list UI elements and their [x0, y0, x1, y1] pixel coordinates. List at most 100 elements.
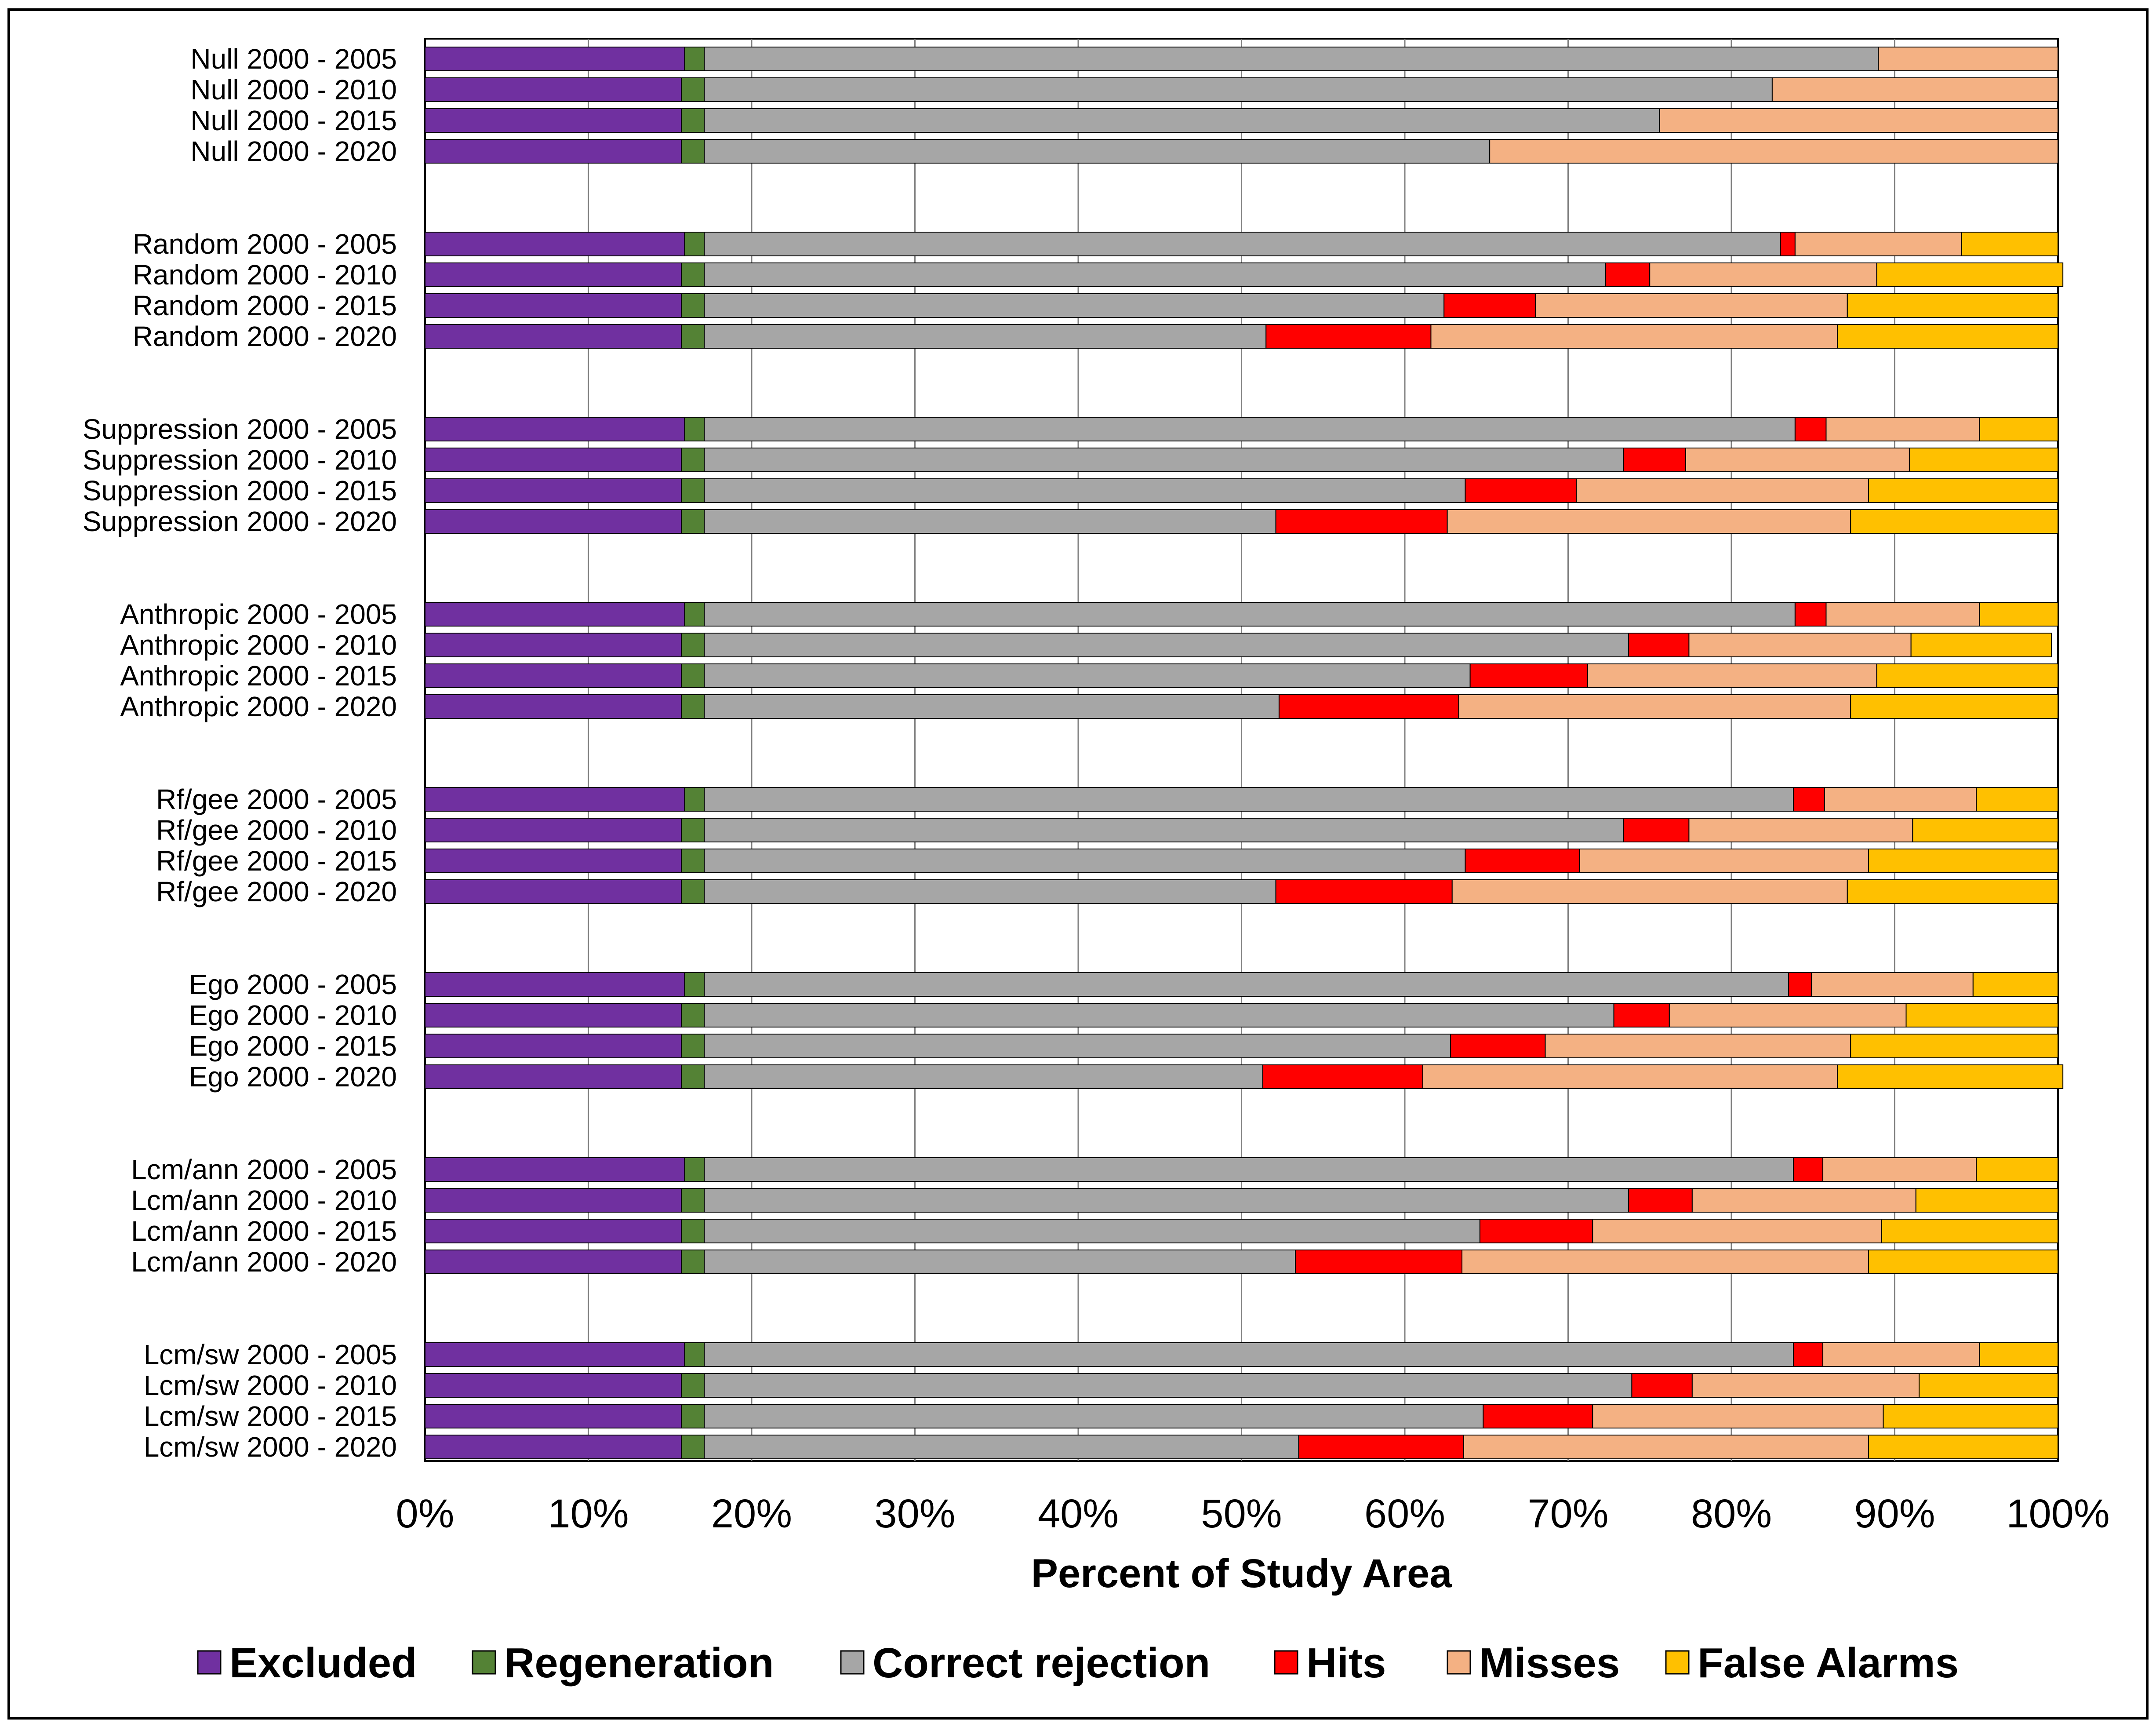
bar-segment-regeneration	[681, 77, 705, 102]
bar-segment-excluded	[425, 1250, 682, 1274]
bar-segment-correct-rejection	[704, 108, 1660, 133]
bar-segment-hits	[1631, 1373, 1693, 1398]
bar-segment-regeneration	[684, 972, 705, 997]
bar-segment-false-alarms	[1912, 818, 2059, 842]
bar-segment-correct-rejection	[704, 1064, 1263, 1089]
bar-segment-hits	[1295, 1250, 1463, 1274]
x-tick-label: 80%	[1691, 1491, 1772, 1536]
bar-segment-misses	[1489, 139, 2058, 164]
category-label: Ego 2000 - 2005	[189, 969, 397, 1000]
category-label: Random 2000 - 2020	[133, 321, 397, 352]
bar-segment-correct-rejection	[704, 1250, 1296, 1274]
bar-segment-excluded	[425, 324, 682, 349]
bar-segment-regeneration	[681, 1003, 705, 1027]
bar-segment-misses	[1878, 47, 2059, 71]
bar-segment-hits	[1450, 1034, 1546, 1058]
bar-segment-correct-rejection	[704, 663, 1471, 688]
bar-segment-misses	[1691, 1373, 1920, 1398]
bar-segment-misses	[1451, 879, 1848, 904]
category-label: Lcm/ann 2000 - 2020	[131, 1246, 397, 1278]
bar-segment-misses	[1545, 1034, 1851, 1058]
bar-segment-excluded	[425, 262, 682, 287]
legend-label-misses: Misses	[1479, 1640, 1620, 1687]
bar-segment-regeneration	[681, 1404, 705, 1428]
bar-segment-hits	[1469, 663, 1589, 688]
bar-segment-correct-rejection	[704, 1157, 1794, 1182]
bar-segment-misses	[1576, 478, 1869, 503]
bar-segment-hits	[1278, 694, 1459, 719]
bar-segment-regeneration	[681, 663, 705, 688]
bar-segment-correct-rejection	[704, 1435, 1299, 1459]
x-axis-ticks: 0% 10% 20% 30% 40% 50% 60% 70% 80% 90% 100%	[396, 1491, 2110, 1536]
bar-segment-excluded	[425, 1342, 685, 1367]
bar-segment-correct-rejection	[704, 972, 1789, 997]
bar-segment-excluded	[425, 1003, 682, 1027]
bar-segment-correct-rejection	[704, 1003, 1614, 1027]
bar-segment-excluded	[425, 1188, 682, 1213]
category-label: Anthropic 2000 - 2010	[120, 629, 397, 661]
bar-segment-misses	[1592, 1404, 1884, 1428]
legend-label-false-alarms: False Alarms	[1698, 1640, 1959, 1687]
bar-segment-regeneration	[684, 232, 705, 256]
bar-segment-misses	[1811, 972, 1974, 997]
category-label: Lcm/sw 2000 - 2015	[144, 1400, 397, 1432]
category-label: Lcm/ann 2000 - 2005	[131, 1154, 397, 1185]
category-label: Ego 2000 - 2015	[189, 1030, 397, 1062]
bar-segment-false-alarms	[1850, 694, 2058, 719]
bar-segment-excluded	[425, 108, 682, 133]
bar-segment-regeneration	[684, 1157, 705, 1182]
bar-segment-false-alarms	[1868, 478, 2059, 503]
bar-segment-regeneration	[681, 1219, 705, 1243]
bar-segment-correct-rejection	[704, 849, 1466, 873]
bar-segment-correct-rejection	[704, 694, 1280, 719]
bar-segment-false-alarms	[1972, 972, 2058, 997]
bar-segment-excluded	[425, 1435, 682, 1459]
legend-swatch-hits	[1274, 1650, 1298, 1675]
bar-segment-misses	[1794, 232, 1962, 256]
bar-segment-false-alarms	[1881, 1219, 2058, 1243]
bar-segment-excluded	[425, 1034, 682, 1058]
bar-segment-misses	[1463, 1435, 1869, 1459]
bar-segment-misses	[1649, 262, 1877, 287]
bar-segment-correct-rejection	[704, 1219, 1480, 1243]
bar-segment-correct-rejection	[704, 232, 1781, 256]
category-label: Lcm/ann 2000 - 2015	[131, 1215, 397, 1247]
bar-segment-correct-rejection	[704, 602, 1796, 627]
bar-segment-regeneration	[681, 1435, 705, 1459]
bar-segment-hits	[1479, 1219, 1593, 1243]
bar-segment-excluded	[425, 478, 682, 503]
bar-segment-regeneration	[681, 1373, 705, 1398]
x-tick-label: 60%	[1364, 1491, 1445, 1536]
bar-segment-excluded	[425, 139, 682, 164]
x-tick-label: 90%	[1854, 1491, 1935, 1536]
bar-segment-regeneration	[684, 602, 705, 627]
bar-segment-false-alarms	[1979, 417, 2059, 441]
category-label: Random 2000 - 2010	[133, 259, 397, 291]
bar-segment-misses	[1825, 602, 1980, 627]
category-label: Ego 2000 - 2020	[189, 1061, 397, 1093]
bar-segment-misses	[1688, 633, 1912, 657]
bar-segment-hits	[1788, 972, 1812, 997]
bar-segment-correct-rejection	[704, 47, 1879, 71]
bar-segment-hits	[1793, 1342, 1824, 1367]
category-label: Rf/gee 2000 - 2015	[156, 845, 397, 877]
bar-segment-correct-rejection	[704, 448, 1624, 472]
bar-segment-hits	[1465, 478, 1577, 503]
category-label: Anthropic 2000 - 2020	[120, 691, 397, 722]
bar-segment-regeneration	[681, 1064, 705, 1089]
legend-swatch-misses	[1447, 1650, 1471, 1675]
bar-segment-misses	[1688, 818, 1913, 842]
bar-segment-regeneration	[684, 417, 705, 441]
bar-segment-hits	[1298, 1435, 1464, 1459]
category-label: Lcm/sw 2000 - 2020	[144, 1431, 397, 1463]
bar-segment-excluded	[425, 1157, 685, 1182]
x-tick-label: 20%	[711, 1491, 792, 1536]
bar-segment-correct-rejection	[704, 787, 1794, 812]
bar-segment-hits	[1465, 849, 1580, 873]
bar-segment-regeneration	[681, 108, 705, 133]
bar-segment-misses	[1691, 1188, 1916, 1213]
bar-segment-hits	[1628, 633, 1690, 657]
bar-segment-false-alarms	[1909, 448, 2059, 472]
bar-segment-regeneration	[681, 293, 705, 318]
category-label: Rf/gee 2000 - 2005	[156, 783, 397, 815]
